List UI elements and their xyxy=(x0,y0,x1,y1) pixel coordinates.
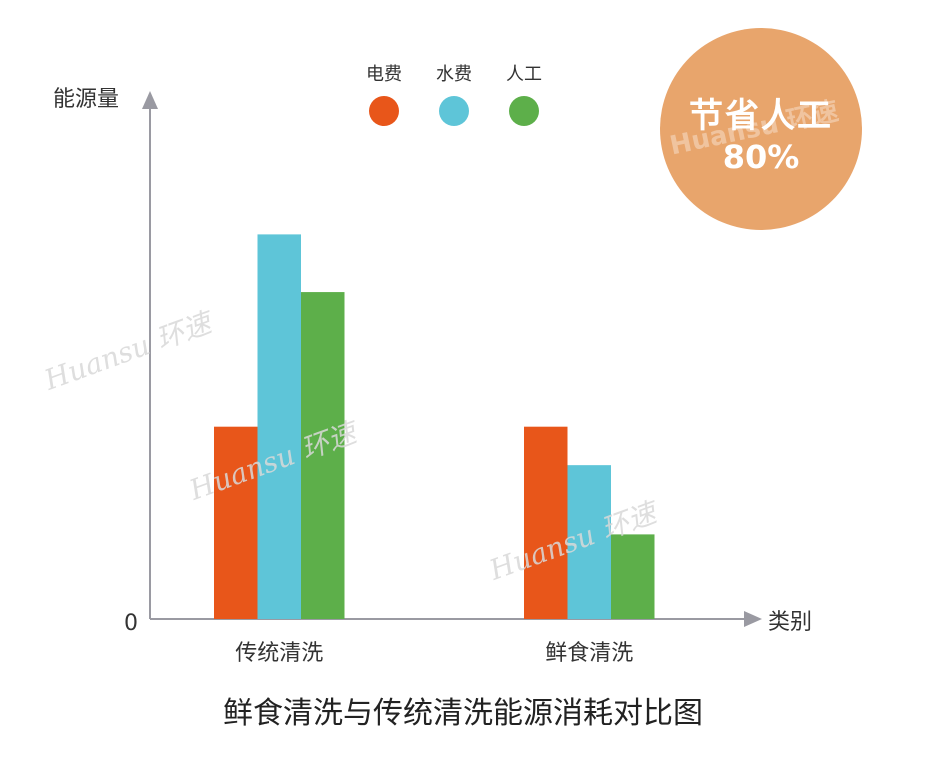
legend-swatch xyxy=(369,96,399,126)
x-tick-label: 传统清洗 xyxy=(235,641,323,666)
legend-item-labor: 人工 xyxy=(494,60,554,126)
legend-swatch xyxy=(509,96,539,126)
badge-percent: 80% xyxy=(722,138,800,176)
x-axis-label: 类别 xyxy=(768,610,812,635)
x-tick-label: 鲜食清洗 xyxy=(545,641,633,666)
badge-title: 节省人工 xyxy=(689,96,833,136)
legend-item-water: 水费 xyxy=(424,60,484,126)
y-axis-label: 能源量 xyxy=(53,87,119,112)
chart-title: 鲜食清洗与传统清洗能源消耗对比图 xyxy=(223,696,703,731)
legend-label: 水费 xyxy=(436,64,472,85)
legend-label: 电费 xyxy=(366,64,402,85)
bar xyxy=(214,426,258,619)
bar xyxy=(524,426,568,619)
legend-swatch xyxy=(439,96,469,126)
y-tick-label: 0 xyxy=(124,611,138,636)
bar xyxy=(257,234,301,619)
legend-item-electricity: 电费 xyxy=(354,60,414,126)
y-axis-arrow xyxy=(142,91,158,109)
legend-label: 人工 xyxy=(506,64,542,85)
x-axis-arrow xyxy=(744,611,762,627)
bar xyxy=(301,292,345,619)
bar xyxy=(611,534,655,619)
bar xyxy=(567,465,611,619)
savings-badge: Huansu 环速 节省人工 80% xyxy=(660,28,862,230)
